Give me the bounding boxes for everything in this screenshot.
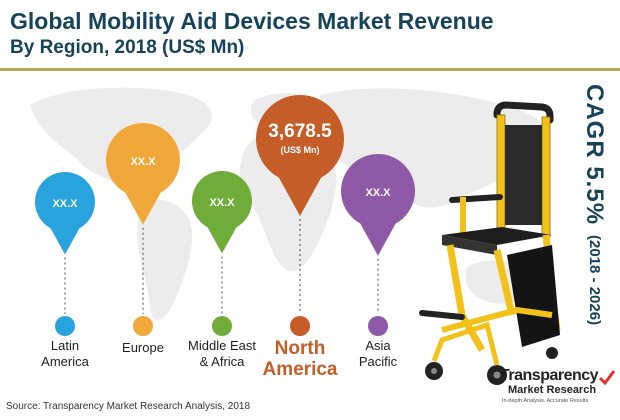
value-label-europe: XX.X xyxy=(130,156,156,168)
source-note: Source: Transparency Market Research Ana… xyxy=(6,401,251,412)
chart-subtitle: By Region, 2018 (US$ Mn) xyxy=(10,37,245,58)
cagr-value: CAGR 5.5% xyxy=(581,84,608,226)
logo-tagline: In-depth Analysis. Accurate Results xyxy=(502,398,589,404)
region-label-middle-east-africa-1: & Africa xyxy=(200,354,246,369)
cagr-label: CAGR 5.5% (2018 - 2026) xyxy=(580,84,608,325)
legend-dot-europe xyxy=(133,316,153,336)
region-label-asia-pacific-0: Asia xyxy=(365,338,391,353)
company-logo: Transparency Market Research In-depth An… xyxy=(498,367,618,417)
title-divider xyxy=(0,68,620,71)
logo-line-2: Market Research xyxy=(508,384,597,396)
chart-title: Global Mobility Aid Devices Market Reven… xyxy=(10,8,494,34)
region-label-north-america-1: America xyxy=(263,359,338,380)
legend-dot-latin-america xyxy=(55,316,75,336)
checkmark-icon xyxy=(598,370,616,386)
region-label-europe-0: Europe xyxy=(122,340,164,355)
cagr-period: (2018 - 2026) xyxy=(586,235,603,326)
region-label-latin-america-1: America xyxy=(41,354,89,369)
region-label-north-america-0: North xyxy=(275,338,326,359)
map-pin-latin-america xyxy=(35,172,95,255)
region-label-middle-east-africa-0: Middle East xyxy=(188,338,256,353)
stair-chair-image xyxy=(419,101,561,385)
legend-dot-asia-pacific xyxy=(368,316,388,336)
logo-line-1: Transparency xyxy=(500,367,599,384)
legend-dot-middle-east-africa xyxy=(212,316,232,336)
map-pin-north-america xyxy=(256,95,345,216)
value-label-north-america: 3,678.5 xyxy=(268,121,332,142)
map-pin-asia-pacific xyxy=(341,154,415,256)
value-label-middle-east-africa: XX.X xyxy=(209,197,235,209)
map-pin-europe xyxy=(106,122,180,225)
region-label-latin-america-0: Latin xyxy=(51,338,79,353)
region-label-asia-pacific-1: Pacific xyxy=(359,354,398,369)
value-label-latin-america: XX.X xyxy=(52,198,78,210)
unit-label-north-america: (US$ Mn) xyxy=(281,145,320,155)
value-label-asia-pacific: XX.X xyxy=(365,187,391,199)
map-pin-middle-east-africa xyxy=(192,171,252,254)
legend-dot-north-america xyxy=(290,316,310,336)
